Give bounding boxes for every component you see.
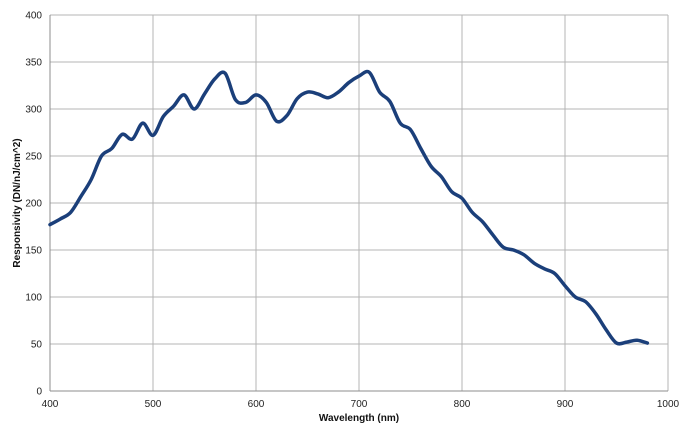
y-tick-label: 0 <box>36 387 42 398</box>
responsivity-line <box>48 69 650 346</box>
grid-layer <box>50 14 669 391</box>
x-tick-label: 1000 <box>657 399 680 410</box>
axis-layer: 0 50 100 150 200 250 300 350 400 400 500 600 700 800 9… <box>25 11 679 411</box>
y-tick-label: 300 <box>25 105 42 116</box>
x-tick-label: 500 <box>145 399 162 410</box>
y-tick-label: 150 <box>25 246 42 257</box>
y-tick-label: 100 <box>25 293 42 304</box>
series-layer <box>48 69 650 346</box>
x-tick-label: 600 <box>248 399 265 410</box>
label-layer: Wavelength (nm) Responsivity (DN/nJ/cm^2… <box>12 138 399 424</box>
y-tick-label: 200 <box>25 199 42 210</box>
y-tick-label: 350 <box>25 58 42 69</box>
x-tick-label: 900 <box>557 399 574 410</box>
y-tick-label: 400 <box>25 11 42 22</box>
x-tick-label: 800 <box>454 399 471 410</box>
x-tick-label: 400 <box>42 399 59 410</box>
x-axis-title: Wavelength (nm) <box>319 413 399 424</box>
y-tick-label: 50 <box>31 340 43 351</box>
y-tick-label: 250 <box>25 152 42 163</box>
x-tick-label: 700 <box>351 399 368 410</box>
y-axis-title: Responsivity (DN/nJ/cm^2) <box>12 138 23 267</box>
